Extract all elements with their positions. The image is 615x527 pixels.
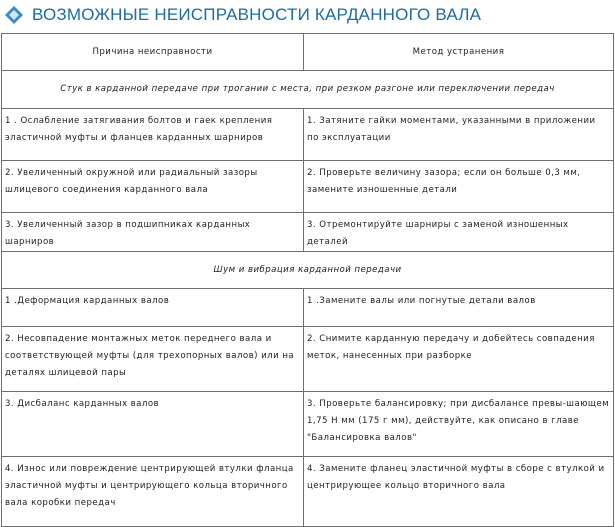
header-icon [5, 6, 23, 24]
header-row: Причина неисправности Метод устранения [1, 33, 614, 71]
data-row: 3. Увеличенный зазор в подшипниках карда… [1, 212, 614, 252]
table-cell: 3. Отремонтируйте шарниры с заменой изно… [303, 212, 614, 252]
table-cell: 1 . Ослабление затягивания болтов и гаек… [1, 108, 304, 161]
table-cell: 2. Проверьте величину зазора; если он бо… [303, 160, 614, 213]
table-cell: Причина неисправности [1, 33, 304, 71]
table-cell: 3. Увеличенный зазор в подшипниках карда… [1, 212, 304, 252]
data-row: 2. Несовпадение монтажных меток переднег… [1, 326, 614, 392]
table-cell: 1 .Замените валы или погнутые детали вал… [303, 288, 614, 327]
data-row: 4. Износ или повреждение центрирующей вт… [1, 456, 614, 527]
data-row: 2. Увеличенный окружной или радиальный з… [1, 160, 614, 213]
table-cell: 3. Проверьте балансировку; при дисбаланс… [303, 391, 614, 457]
table-cell: Стук в карданной передаче при трогании с… [1, 70, 614, 109]
table-cell: Шум и вибрация карданной передачи [1, 251, 614, 289]
table-cell: 1. Затяните гайки моментами, указанными … [303, 108, 614, 161]
data-row: 1 . Ослабление затягивания болтов и гаек… [1, 108, 614, 161]
data-row: 3. Дисбаланс карданных валов 3. Проверьте… [1, 391, 614, 457]
table-cell: 3. Дисбаланс карданных валов [1, 391, 304, 457]
table-cell: 1 .Деформация карданных валов [1, 288, 304, 327]
table-cell: 4. Замените фланец эластичной муфты в сб… [303, 456, 614, 527]
table-cell: 2. Несовпадение монтажных меток переднег… [1, 326, 304, 392]
page-title: ВОЗМОЖНЫЕ НЕИСПРАВНОСТИ КАРДАННОГО ВАЛА [32, 5, 482, 24]
table-cell: Метод устранения [303, 33, 614, 71]
section-row: Шум и вибрация карданной передачи [1, 251, 614, 289]
table-cell: 2. Снимите карданную передачу и добейтес… [303, 326, 614, 392]
faults-table: Причина неисправности Метод устранения Сту… [1, 33, 614, 527]
data-row: 1 .Деформация карданных валов 1 .Замените… [1, 288, 614, 327]
table-cell: 2. Увеличенный окружной или радиальный з… [1, 160, 304, 213]
header: ВОЗМОЖНЫЕ НЕИСПРАВНОСТИ КАРДАННОГО ВАЛА [4, 4, 481, 26]
section-row: Стук в карданной передаче при трогании с… [1, 70, 614, 109]
table-cell: 4. Износ или повреждение центрирующей вт… [1, 456, 304, 527]
